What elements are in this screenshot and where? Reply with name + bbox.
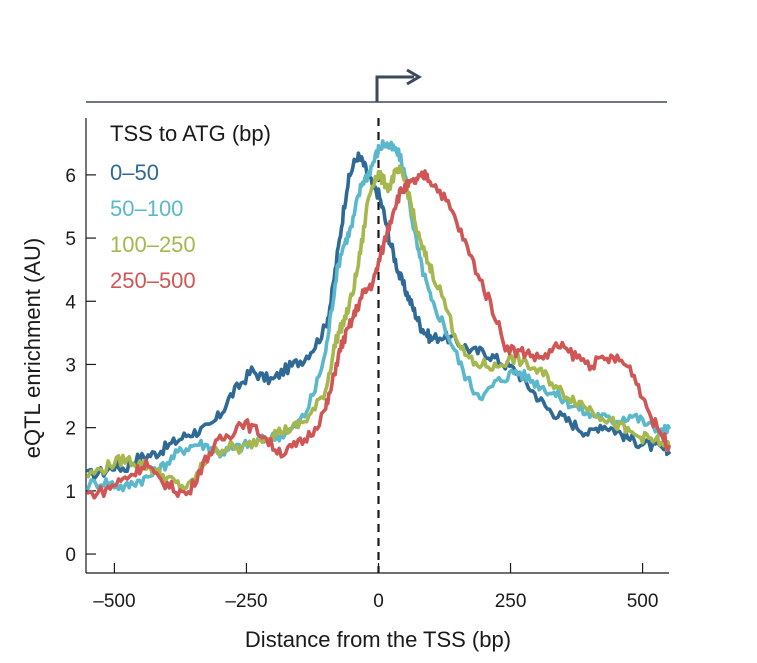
x-tick-label: 500 [627,591,659,612]
legend-item-2: 50–100 [110,196,183,221]
y-tick-label: 3 [65,355,76,376]
series-line-4 [86,169,671,500]
series-line-1 [86,151,671,481]
x-tick-label: 250 [495,591,527,612]
legend-item-4: 250–500 [110,268,196,293]
series-line-2 [86,139,671,493]
x-tick-label: 0 [373,591,384,612]
legend-item-3: 100–250 [110,232,196,257]
x-tick-label: –500 [93,591,135,612]
y-tick-label: 5 [65,229,76,250]
y-axis-title: eQTL enrichment (AU) [20,238,45,458]
legend: TSS to ATG (bp) 0–50 50–100 100–250 250–500 [110,121,271,293]
y-tick-label: 4 [65,292,76,313]
y-tick-label: 2 [65,419,76,440]
x-axis-title: Distance from the TSS (bp) [245,627,511,652]
tss-arrow-icon [86,68,667,103]
y-tick-label: 1 [65,482,76,503]
x-tick-label: –250 [225,591,267,612]
legend-item-1: 0–50 [110,160,159,185]
legend-title: TSS to ATG (bp) [110,121,271,146]
y-tick-label: 0 [65,545,76,566]
y-tick-label: 6 [65,166,76,187]
